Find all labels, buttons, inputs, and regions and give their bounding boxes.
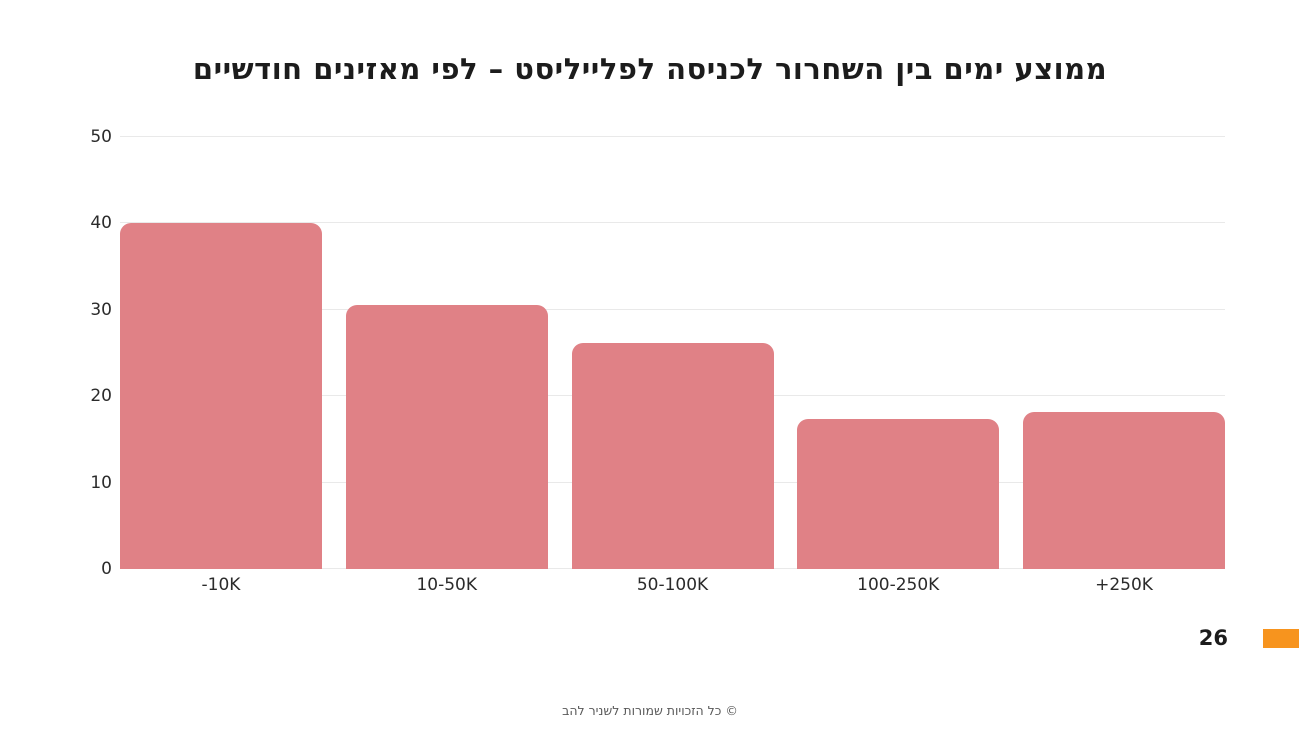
x-tick-label: 50-100K (636, 575, 709, 595)
y-tick-label: 30 (90, 299, 112, 320)
x-axis: -10K 10-50K 50-100K 100-250K +250K (120, 575, 1225, 595)
gridline (120, 222, 1225, 224)
accent-rectangle (1263, 629, 1299, 648)
gridline (120, 308, 1225, 310)
x-tick-label: +250K (1095, 575, 1153, 595)
bars-row (120, 137, 1225, 569)
bar-+250K (1023, 411, 1225, 569)
y-tick-label: 40 (90, 213, 112, 234)
bar-10-50K (345, 304, 548, 569)
x-tick-label: 100-250K (857, 575, 940, 595)
bar--10K (120, 223, 322, 569)
y-tick-label: 50 (90, 127, 112, 147)
page-number: 26 (1198, 626, 1228, 650)
plot-area (120, 136, 1225, 569)
x-tick-label: 10-50K (416, 575, 478, 595)
y-tick-label: 20 (90, 386, 112, 407)
x-tick-label: -10K (201, 575, 241, 595)
copyright-footer: © כל הזכויות שמורות לשניר להב (562, 703, 738, 718)
bar-50-100K (571, 342, 774, 569)
y-tick-label: 10 (90, 472, 112, 493)
chart-title: ממוצע ימים בין השחרור לכניסה לפלייליסט –… (192, 52, 1108, 86)
bar-100-250K (797, 418, 1000, 569)
y-axis: 0 10 20 30 40 50 (0, 127, 112, 579)
gridline (120, 136, 1225, 137)
y-tick-label: 0 (101, 559, 112, 579)
